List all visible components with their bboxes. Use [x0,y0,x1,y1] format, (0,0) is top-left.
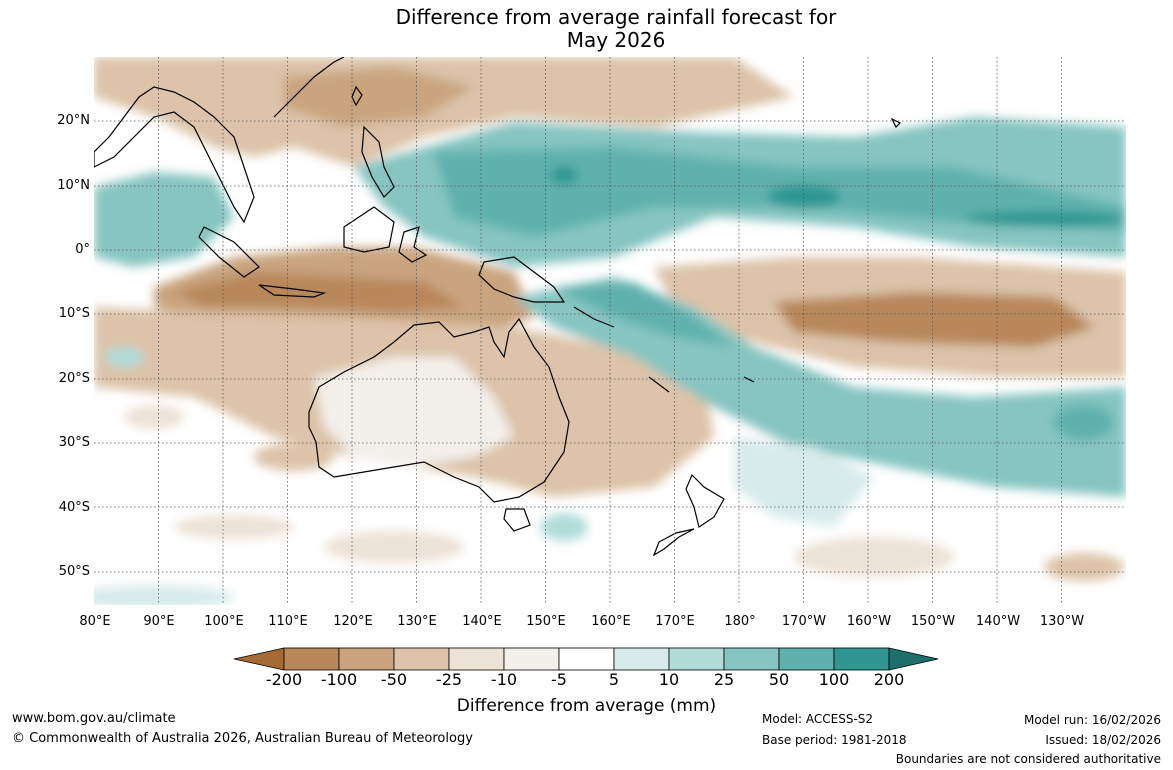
colorbar-swatch-3 [393,647,450,671]
java-coast [258,284,327,298]
lon-label-90e: 90°E [143,614,175,629]
colorbar-swatch-8 [668,647,725,671]
lat-label-30s: 30°S [58,435,90,450]
lon-label-160w: 160°W [846,614,892,629]
lon-label-140w: 140°W [975,614,1021,629]
colorbar-tick: -10 [490,670,518,689]
colorbar-tick: -200 [265,670,303,689]
graticule [94,57,1126,605]
colorbar-tick: 10 [658,670,680,689]
colorbar-tick: 50 [768,670,790,689]
colorbar-swatch-6 [558,647,615,671]
lat-label-0: 0° [75,242,90,257]
lon-label-150w: 150°W [910,614,956,629]
colorbar-tick: 100 [818,670,850,689]
colorbar-swatch-10 [778,647,835,671]
lon-label-130e: 130°E [397,614,437,629]
china-coast [273,57,345,118]
map-subtitle: May 2026 [566,28,666,52]
sumatra-coast [198,226,260,278]
colorbar-label: Difference from average (mm) [456,696,717,716]
borneo-coast [343,206,395,253]
australia-coast [308,317,570,503]
lon-label-80e: 80°E [79,614,111,629]
lat-label-20s: 20°S [58,371,90,386]
lon-label-170w: 170°W [781,614,827,629]
rainfall-anomaly-map [94,57,1126,605]
anomaly-fields [94,57,1126,605]
colorbar-swatch-11 [833,647,890,671]
lat-label-40s: 40°S [58,500,90,515]
lon-label-160e: 160°E [591,614,631,629]
colorbar-tick: -50 [380,670,408,689]
colorbar-tick: -5 [551,670,567,689]
lat-label-50s: 50°S [58,564,90,579]
lat-label-20n: 20°N [57,113,90,128]
colorbar [233,647,939,671]
taiwan-coast [351,85,363,107]
new-guinea-coast [478,256,566,303]
lon-label-180: 180° [724,614,756,629]
lon-label-110e: 110°E [268,614,308,629]
new-zealand-north [685,473,725,528]
new-zealand-south [652,528,695,557]
lon-label-130w: 130°W [1039,614,1085,629]
issued-date: Issued: 18/02/2026 [1045,733,1161,747]
philippines-coast [361,125,395,198]
colorbar-swatch-5 [503,647,560,671]
colorbar-swatch-4 [448,647,505,671]
lat-label-10n: 10°N [57,178,90,193]
colorbar-swatch-7 [613,647,670,671]
map-title: Difference from average rainfall forecas… [395,5,837,29]
tasmania-coast [503,508,531,532]
colorbar-swatch-9 [723,647,780,671]
boundaries-disclaimer: Boundaries are not considered authoritat… [895,752,1161,766]
colorbar-tick: 25 [713,670,735,689]
lat-label-10s: 10°S [58,306,90,321]
asia-mainland-coast [94,86,255,224]
solomon-coast [573,306,615,328]
sulawesi-coast [398,226,428,263]
colorbar-tick: -100 [320,670,358,689]
colorbar-swatch-1 [283,647,340,671]
model-name: Model: ACCESS-S2 [762,712,874,726]
lon-label-120e: 120°E [333,614,373,629]
model-run-date: Model run: 16/02/2026 [1023,713,1161,727]
fiji-coast [743,376,755,383]
hawaii-coast [890,117,902,129]
base-period: Base period: 1981-2018 [762,733,907,747]
colorbar-min-arrow [233,647,285,671]
colorbar-tick: 5 [608,670,620,689]
new-caledonia-coast [648,376,670,393]
colorbar-tick: -25 [435,670,463,689]
lon-label-140e: 140°E [462,614,502,629]
coastlines [94,57,902,557]
lon-label-100e: 100°E [204,614,244,629]
website-link[interactable]: www.bom.gov.au/climate [12,711,176,726]
lon-label-150e: 150°E [526,614,566,629]
copyright-text: © Commonwealth of Australia 2026, Austra… [12,731,473,746]
colorbar-max-arrow [888,647,939,671]
colorbar-swatch-2 [338,647,395,671]
lon-label-170e: 170°E [655,614,695,629]
colorbar-tick: 200 [873,670,905,689]
